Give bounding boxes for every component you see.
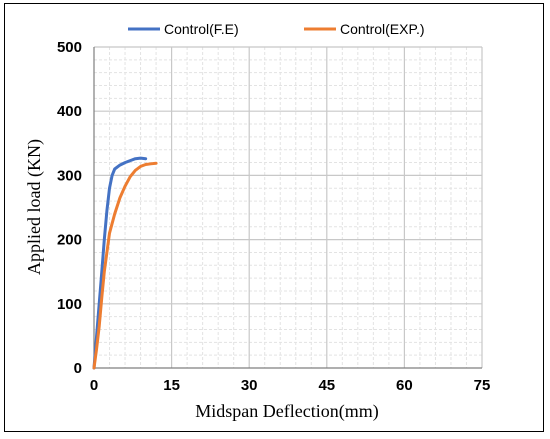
y-tick-label: 200 <box>57 232 82 249</box>
y-tick-label: 500 <box>57 39 82 56</box>
series-line-control-fe <box>92 156 148 370</box>
major-gridlines <box>94 46 483 368</box>
y-tick-labels: 0 100 200 300 400 500 <box>57 39 82 377</box>
x-tick-label: 75 <box>474 377 491 394</box>
y-tick-label: 400 <box>57 103 82 120</box>
series-layer <box>92 156 158 370</box>
axes <box>93 47 482 369</box>
x-tick-label: 15 <box>163 377 180 394</box>
y-axis-title: Applied load (KN) <box>24 139 45 275</box>
legend-label-control-fe: Control(F.E) <box>164 21 239 37</box>
y-tick-label: 100 <box>57 296 82 313</box>
x-tick-label: 60 <box>396 377 413 394</box>
y-tick-label: 300 <box>57 167 82 184</box>
x-tick-label: 30 <box>241 377 258 394</box>
x-tick-label: 0 <box>90 377 98 394</box>
legend: Control(F.E) Control(EXP.) <box>128 21 425 37</box>
x-tick-labels: 0 15 30 45 60 75 <box>90 377 491 394</box>
y-tick-label: 0 <box>74 360 82 377</box>
minor-gridlines <box>94 47 482 368</box>
legend-label-control-exp: Control(EXP.) <box>340 21 425 37</box>
x-axis-title: Midspan Deflection(mm) <box>195 401 378 422</box>
x-tick-label: 45 <box>318 377 335 394</box>
series-line-control-exp <box>92 161 158 370</box>
